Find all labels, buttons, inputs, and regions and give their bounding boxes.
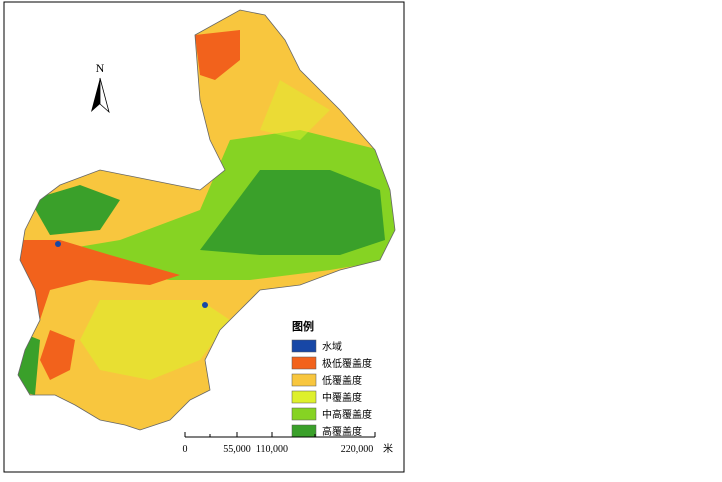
scale-label: 220,000 xyxy=(341,444,374,455)
scale-unit: 米 xyxy=(383,442,393,455)
legend-label: 水域 xyxy=(322,340,342,353)
region-outline xyxy=(17,9,396,431)
scale-bar: 0 55,000 110,000 220,000 米 xyxy=(183,432,393,455)
legend-label: 高覆盖度 xyxy=(322,425,362,438)
legend-title: 图例 xyxy=(292,319,314,333)
north-label: N xyxy=(96,61,105,75)
legend-swatch xyxy=(291,339,317,353)
scale-label: 110,000 xyxy=(256,444,288,455)
legend-label: 中高覆盖度 xyxy=(322,408,372,421)
legend-swatch xyxy=(291,407,317,421)
north-arrow: N xyxy=(91,61,110,114)
legend-label: 极低覆盖度 xyxy=(322,357,372,370)
legend-label: 低覆盖度 xyxy=(322,374,362,387)
legend-swatch xyxy=(291,373,317,387)
legend-label: 中覆盖度 xyxy=(322,391,362,404)
legend-swatch xyxy=(291,424,317,438)
legend-swatch xyxy=(291,390,317,404)
legend-swatch xyxy=(291,356,317,370)
scale-label: 55,000 xyxy=(223,444,251,455)
scale-label: 0 xyxy=(183,444,188,455)
